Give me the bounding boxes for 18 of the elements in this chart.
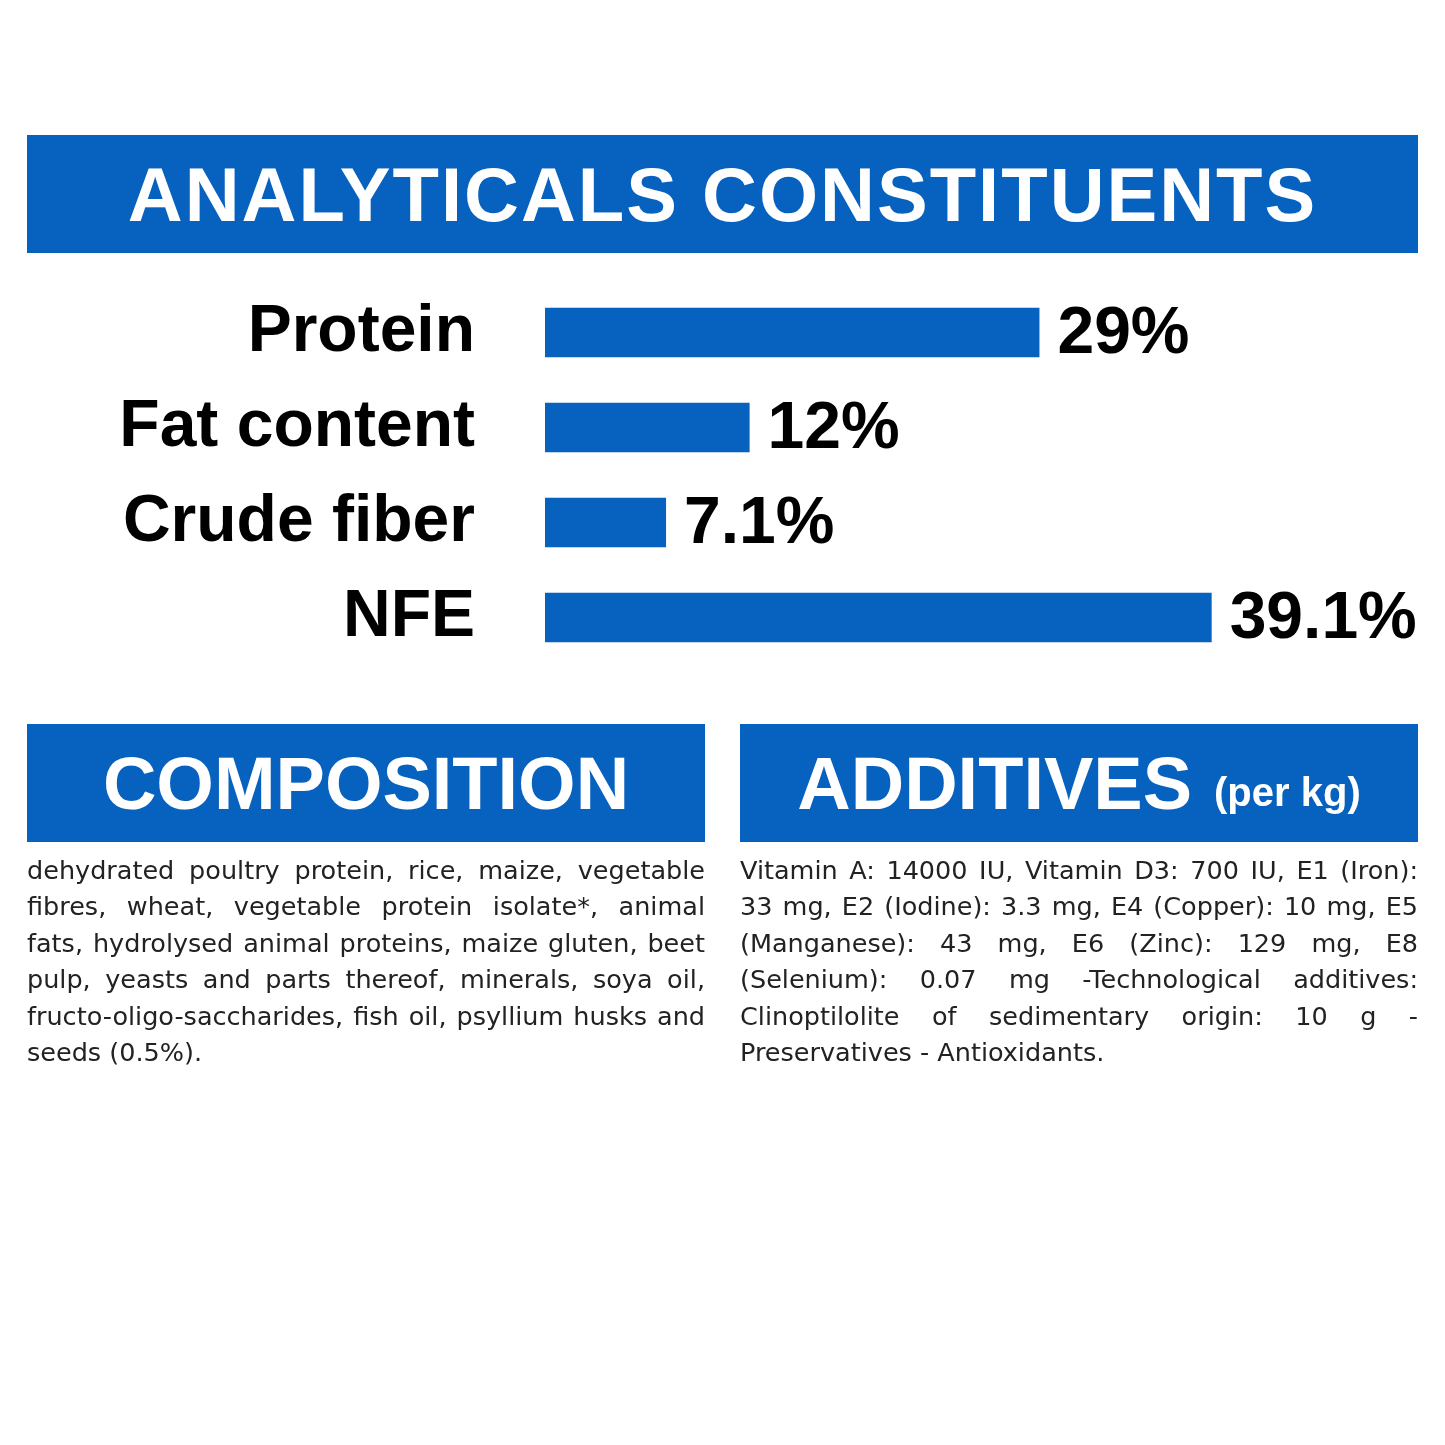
bar — [545, 402, 750, 453]
text: ADDITIVES — [797, 740, 1193, 826]
data-label: 39.1% — [1229, 577, 1417, 652]
data-label: 29% — [1057, 292, 1190, 367]
y-tick-label: Fat content — [119, 385, 476, 460]
y-tick-label: Crude fiber — [122, 480, 475, 555]
bar — [545, 592, 1212, 643]
y-tick-label: NFE — [343, 575, 475, 650]
bar — [545, 497, 667, 548]
text: Vitamin A: 14000 IU, Vitamin D3: 700 IU, E1 (Iron): 33 mg, E2 (Iodine): 3.3 mg, E4 (Copper): 10 mg, E5 (Manganese): 43 mg, E6 (Zinc): 129 mg, E8 (Selenium): 0.07 mg -Technological additives: Clinoptilolite of sedimentary origin: 10 g - Preservatives - Antioxidants. — [740, 854, 1418, 1070]
text: (per kg) — [1214, 769, 1361, 815]
text: COMPOSITION — [102, 740, 630, 826]
text: dehydrated poultry protein, rice, maize, vegetable fibres, wheat, vegetable protein isolate*, animal fats, hydrolysed animal proteins, maize gluten, beet pulp, yeasts and parts thereof, minerals, soya oil, fructo-oligo-saccharides, fish oil, psyllium husks and seeds (0.5%). — [27, 854, 705, 1070]
chart-title: ANALYTICALS CONSTITUENTS — [27, 135, 1418, 253]
data-label: 7.1% — [684, 482, 835, 557]
bar — [545, 307, 1040, 358]
data-label: 12% — [767, 387, 900, 462]
y-tick-label: Protein — [247, 290, 475, 365]
